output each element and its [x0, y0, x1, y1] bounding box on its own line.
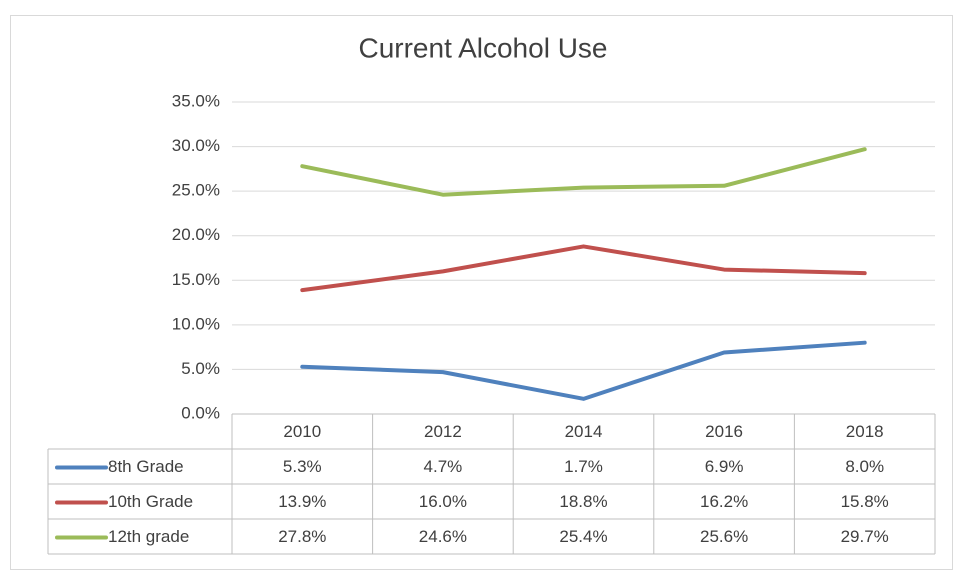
y-tick-label: 5.0%	[181, 359, 220, 378]
legend-label: 8th Grade	[108, 457, 184, 476]
y-tick-label: 20.0%	[172, 225, 220, 244]
table-value: 1.7%	[564, 457, 603, 476]
y-tick-label: 0.0%	[181, 403, 220, 422]
table-value: 18.8%	[559, 492, 607, 511]
table-value: 27.8%	[278, 527, 326, 546]
x-tick-label: 2018	[846, 422, 884, 441]
table-value: 16.0%	[419, 492, 467, 511]
table-value: 25.6%	[700, 527, 748, 546]
series-line	[300, 340, 867, 401]
table-value: 15.8%	[841, 492, 889, 511]
series-line	[300, 244, 867, 293]
table-value: 13.9%	[278, 492, 326, 511]
table-value: 5.3%	[283, 457, 322, 476]
table-value: 16.2%	[700, 492, 748, 511]
chart-title: Current Alcohol Use	[358, 32, 607, 63]
x-tick-label: 2010	[283, 422, 321, 441]
series-line	[300, 147, 867, 197]
legend-label: 10th Grade	[108, 492, 193, 511]
table-value: 8.0%	[845, 457, 884, 476]
y-tick-label: 35.0%	[172, 91, 220, 110]
legend-label: 12th grade	[108, 527, 189, 546]
y-tick-label: 30.0%	[172, 136, 220, 155]
y-tick-label: 25.0%	[172, 181, 220, 200]
x-tick-label: 2014	[565, 422, 603, 441]
table-value: 25.4%	[559, 527, 607, 546]
table-value: 24.6%	[419, 527, 467, 546]
chart-border	[10, 15, 953, 570]
y-tick-label: 15.0%	[172, 270, 220, 289]
table-value: 6.9%	[705, 457, 744, 476]
y-tick-label: 10.0%	[172, 314, 220, 333]
x-tick-label: 2016	[705, 422, 743, 441]
x-tick-label: 2012	[424, 422, 462, 441]
table-value: 4.7%	[424, 457, 463, 476]
table-value: 29.7%	[841, 527, 889, 546]
